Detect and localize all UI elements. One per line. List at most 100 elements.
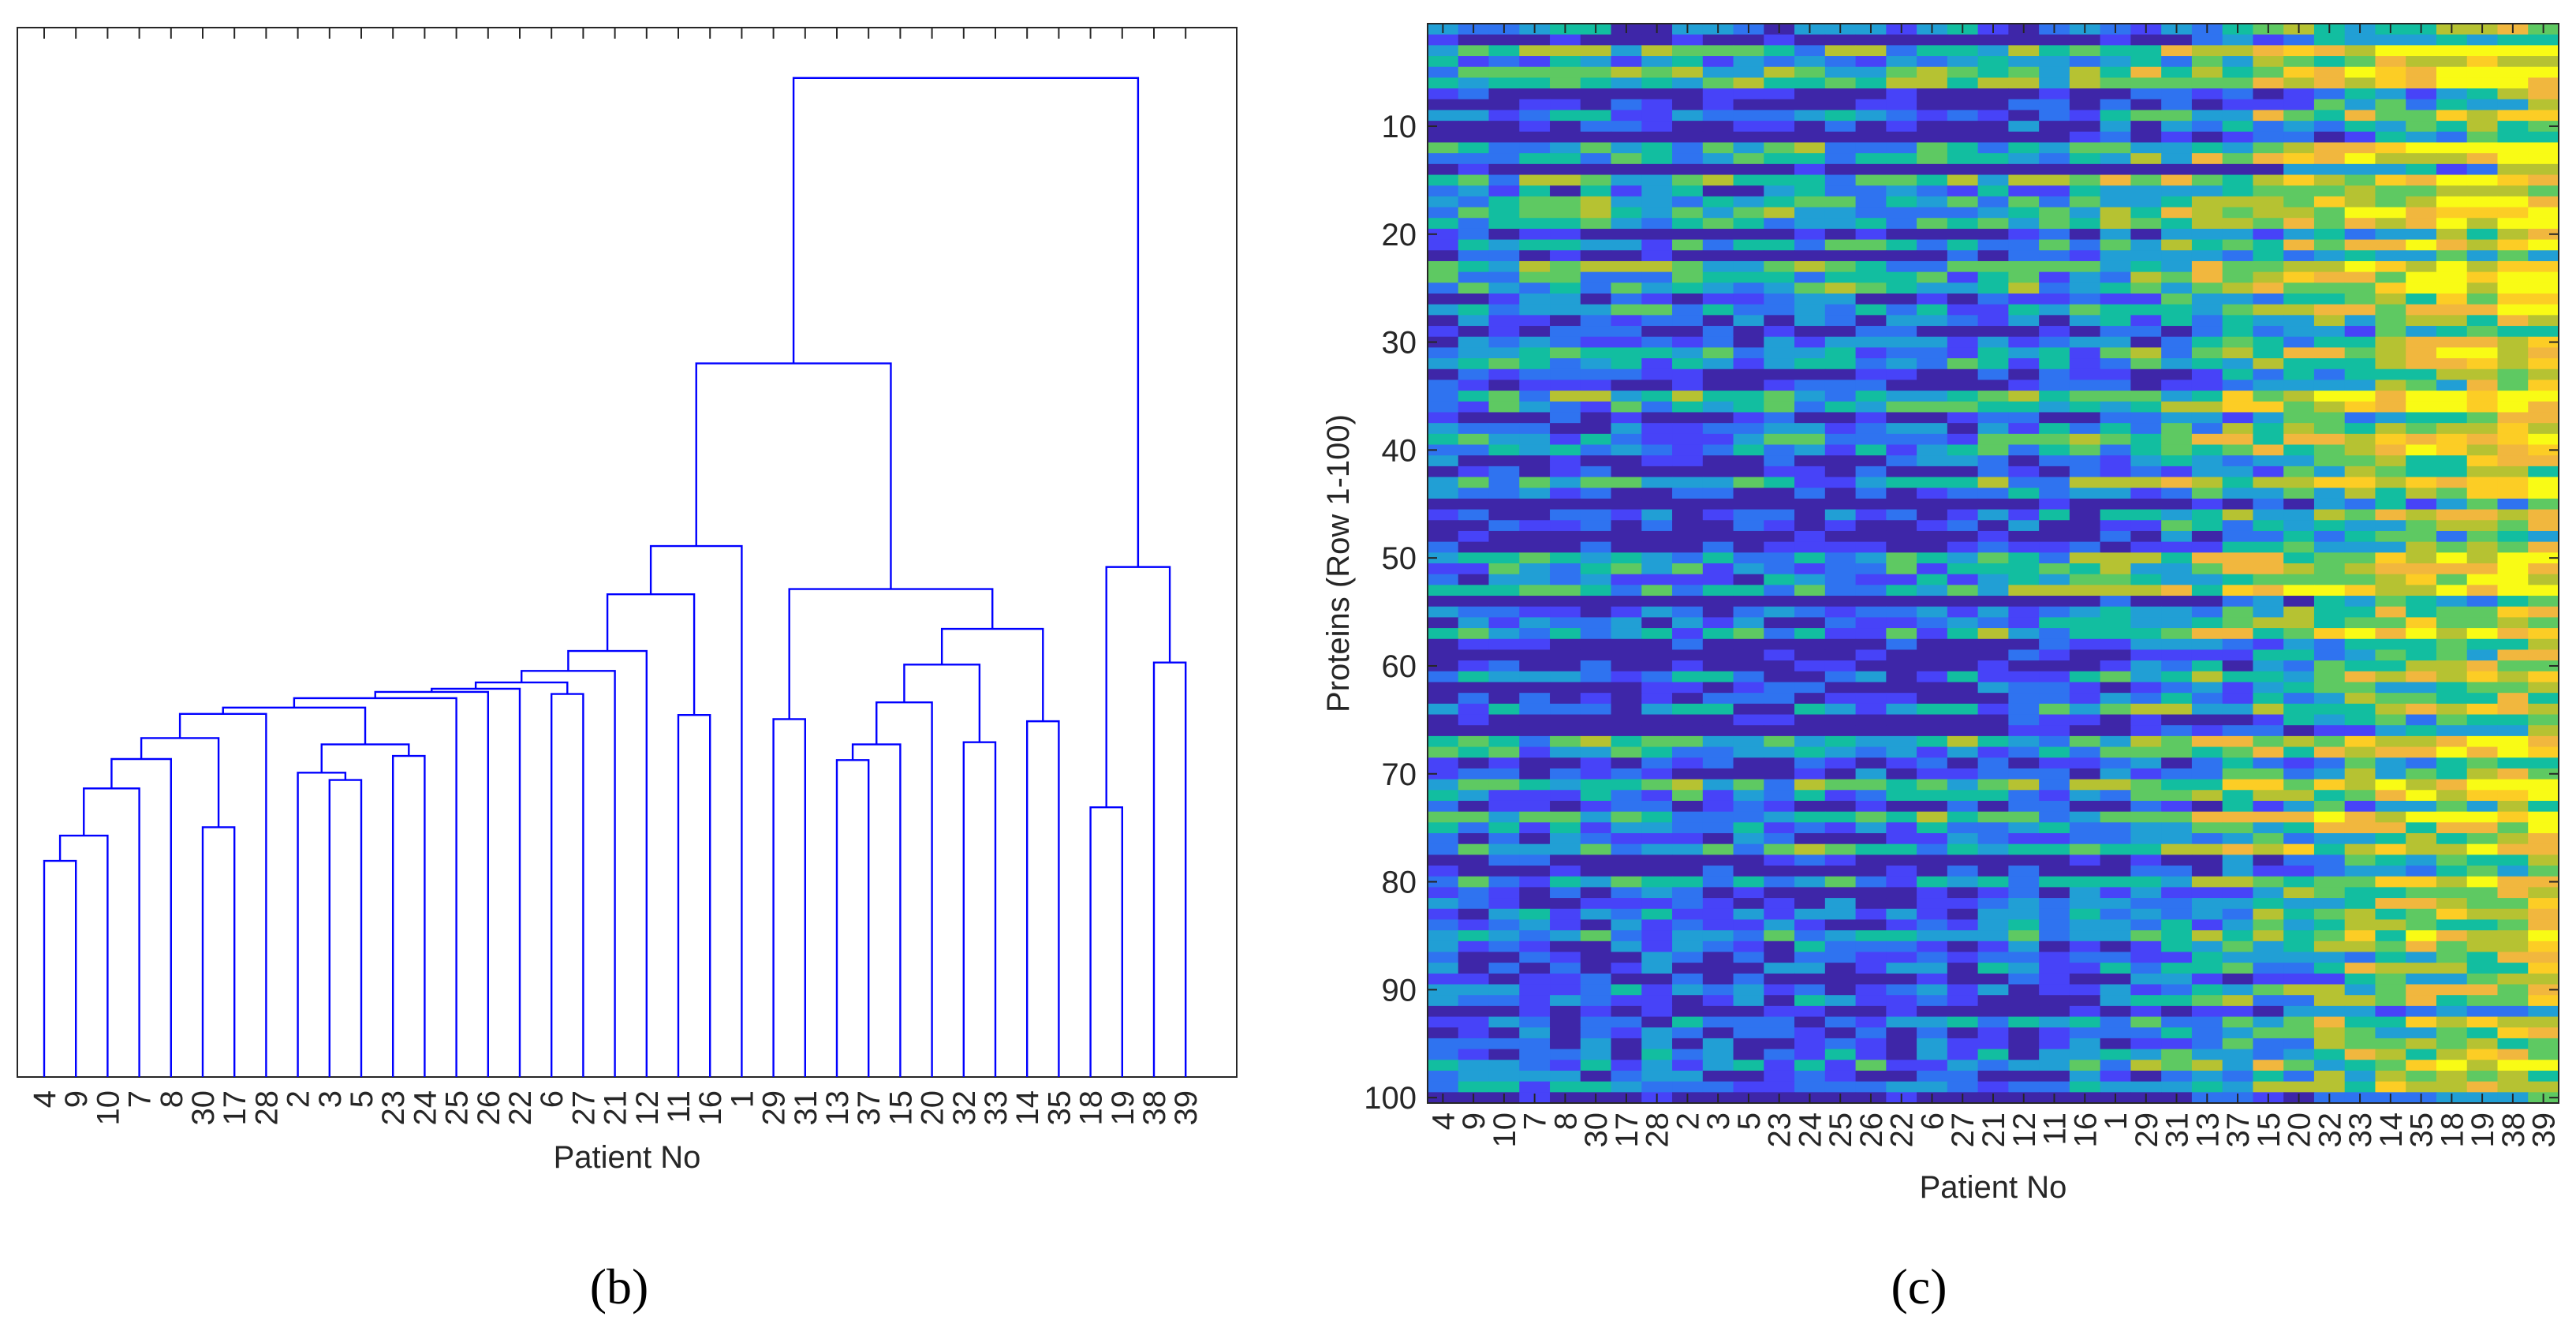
heatmap-cell (2130, 477, 2162, 488)
heatmap-cell (1886, 488, 1917, 499)
heatmap-cell (1977, 811, 2009, 823)
heatmap-cell (2375, 1016, 2406, 1028)
heatmap-cell (1488, 530, 1520, 543)
heatmap-x-tick-label: 29 (2130, 1112, 2164, 1148)
heatmap-cell (1641, 1016, 1673, 1028)
heatmap-cell (1580, 638, 1612, 651)
heatmap-cell (2161, 1016, 2193, 1028)
heatmap-cell (1947, 649, 1979, 661)
heatmap-cell (1977, 185, 2009, 197)
heatmap-cell (1977, 250, 2009, 262)
heatmap-cell (1428, 779, 1459, 791)
heatmap-cell (1428, 995, 1459, 1007)
heatmap-cell (1550, 498, 1581, 510)
heatmap-cell (1764, 1081, 1795, 1093)
heatmap-cell (1458, 228, 1490, 241)
heatmap-cell (1428, 984, 1459, 996)
heatmap-cell (1672, 682, 1704, 694)
heatmap-cell (2375, 606, 2406, 618)
heatmap-cell (2344, 790, 2376, 802)
heatmap-cell (1764, 412, 1795, 424)
heatmap-cell (2375, 908, 2406, 921)
heatmap-cell (2436, 940, 2468, 953)
heatmap-cell (2191, 66, 2223, 78)
heatmap-cell (2100, 779, 2132, 791)
heatmap-cell (1794, 908, 1826, 921)
heatmap-cell (1428, 99, 1459, 111)
heatmap-cell (2406, 811, 2437, 823)
heatmap-cell (1947, 779, 1979, 791)
heatmap-cell (1886, 121, 1917, 133)
heatmap-cell (1672, 326, 1704, 338)
heatmap-cell (1917, 1027, 1948, 1039)
heatmap-cell (2008, 790, 2040, 802)
heatmap-cell (1580, 153, 1612, 165)
heatmap-cell (2375, 919, 2406, 931)
heatmap-cell (2130, 843, 2162, 855)
heatmap-cell (1550, 617, 1581, 629)
heatmap-cell (1580, 423, 1612, 435)
heatmap-cell (1917, 196, 1948, 208)
heatmap-cell (2008, 714, 2040, 726)
heatmap-cell (1488, 984, 1520, 996)
heatmap-cell (2008, 336, 2040, 348)
heatmap-cell (1977, 207, 2009, 219)
heatmap-cell (1580, 617, 1612, 629)
heatmap-cell (2436, 1038, 2468, 1050)
heatmap-cell (2466, 649, 2499, 661)
heatmap-cell (1550, 218, 1581, 230)
heatmap-cell (1947, 121, 1979, 133)
heatmap-cell (2008, 498, 2040, 510)
heatmap-cell (2497, 380, 2529, 391)
heatmap-cell (2100, 530, 2132, 543)
heatmap-x-tick-label: 8 (1548, 1112, 1583, 1130)
heatmap-cell (2313, 638, 2346, 651)
heatmap-cell (2191, 1081, 2223, 1093)
heatmap-cell (1550, 110, 1581, 122)
heatmap-cell (2344, 1049, 2376, 1060)
heatmap-cell (1611, 88, 1642, 100)
dendrogram-leaf-label: 3 (313, 1090, 348, 1108)
heatmap-cell (2069, 725, 2101, 737)
heatmap-cell (1611, 163, 1642, 176)
heatmap-cell (2008, 876, 2040, 888)
heatmap-cell (1824, 142, 1857, 154)
heatmap-cell (1641, 77, 1673, 89)
heatmap-cell (1794, 952, 1826, 963)
heatmap-cell (1458, 984, 1490, 996)
heatmap-cell (1458, 77, 1490, 89)
heatmap-cell (1702, 45, 1734, 57)
heatmap-cell (1702, 940, 1734, 953)
heatmap-cell (2283, 77, 2315, 89)
heatmap-cell (1824, 984, 1857, 996)
heatmap-cell (1977, 984, 2009, 996)
heatmap-cell (2130, 1005, 2162, 1018)
heatmap-cell (1764, 66, 1795, 78)
heatmap-cell (2039, 66, 2070, 78)
heatmap-cell (1977, 790, 2009, 802)
heatmap-cell (2130, 185, 2162, 197)
heatmap-cell (1855, 99, 1887, 111)
heatmap-cell (1611, 735, 1642, 748)
heatmap-cell (1977, 444, 2009, 456)
heatmap-cell (2161, 56, 2193, 68)
heatmap-cell (1886, 995, 1917, 1007)
heatmap-cell (1580, 196, 1612, 208)
heatmap-cell (2344, 973, 2376, 985)
heatmap-cell (2008, 304, 2040, 316)
heatmap-cell (2008, 153, 2040, 165)
heatmap-cell (1733, 520, 1764, 532)
heatmap-cell (2375, 757, 2406, 769)
heatmap-cell (2313, 606, 2346, 618)
heatmap-cell (1824, 908, 1857, 921)
heatmap-cell (2528, 380, 2559, 391)
heatmap-cell (2528, 412, 2559, 424)
heatmap-cell (1428, 88, 1459, 100)
heatmap-cell (2039, 714, 2070, 726)
heatmap-cell (1519, 315, 1551, 327)
heatmap-cell (1764, 757, 1795, 769)
heatmap-cell (1641, 725, 1673, 737)
heatmap-cell (2222, 498, 2254, 510)
heatmap-cell (1733, 940, 1764, 953)
heatmap-cell (2161, 260, 2193, 273)
